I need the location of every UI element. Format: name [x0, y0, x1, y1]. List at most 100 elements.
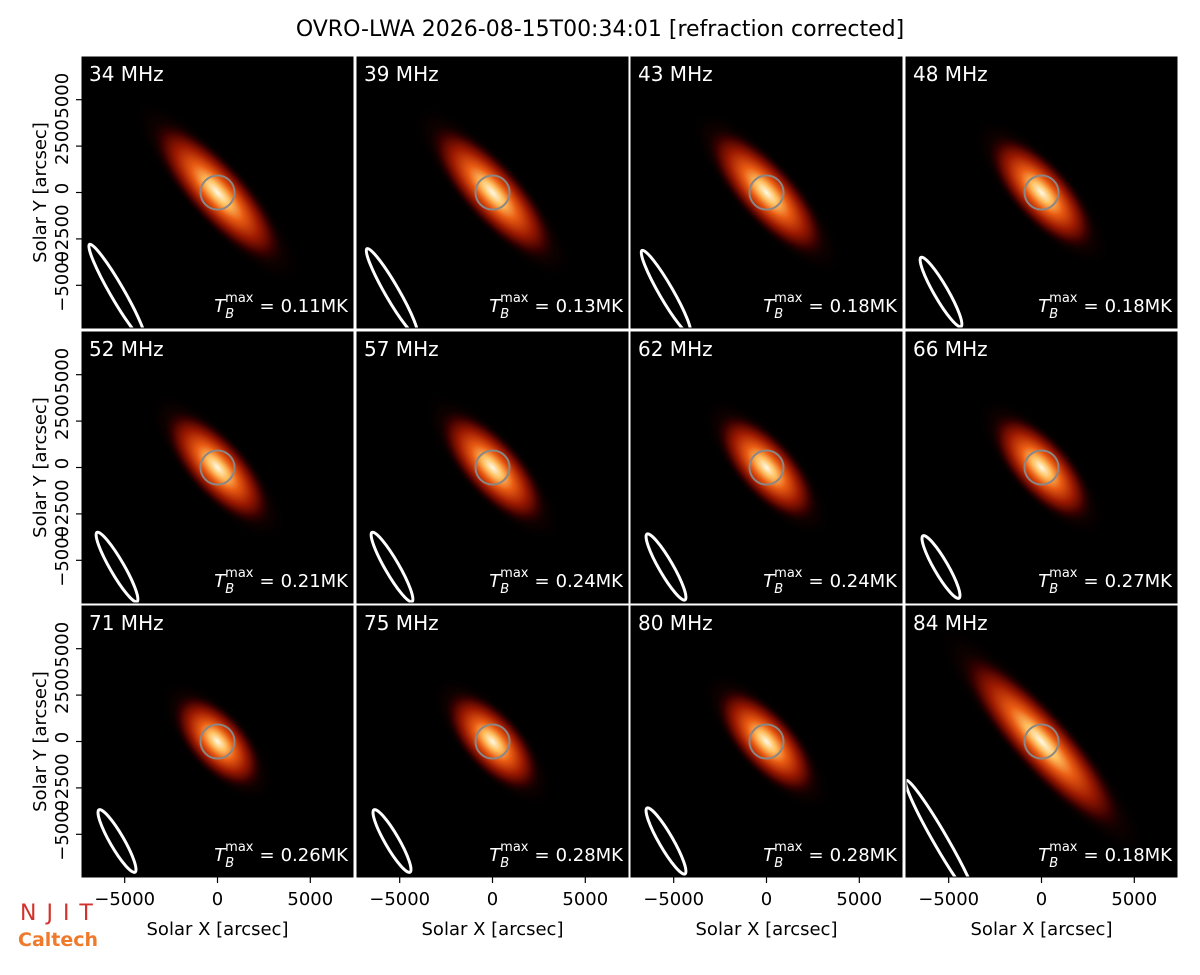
tmax-label: TBmax = 0.21MK — [214, 566, 349, 597]
tb-sup: max — [774, 566, 803, 581]
tb-sub: B — [500, 307, 509, 322]
tmax-label: TBmax = 0.28MK — [763, 840, 898, 871]
y-tick-label: 0 — [52, 458, 73, 469]
tb-sup: max — [500, 291, 529, 306]
panel-frame — [356, 331, 629, 604]
y-tick-label: −5000 — [52, 251, 73, 312]
y-tick-label: −2500 — [52, 479, 73, 540]
frequency-label: 39 MHz — [364, 62, 439, 86]
tb-sub: B — [500, 856, 509, 871]
tmax-value: 0.18MK — [830, 296, 899, 317]
tb-sup: max — [1049, 840, 1078, 855]
tmax-value: 0.24MK — [830, 571, 899, 592]
x-axis-label: Solar X [arcsec] — [147, 919, 289, 940]
beam — [644, 532, 688, 602]
tb-eq: = — [1083, 845, 1098, 866]
frequency-label: 48 MHz — [913, 62, 988, 86]
tb-symbol: T — [763, 296, 776, 317]
tb-eq: = — [1083, 296, 1098, 317]
emission — [428, 122, 557, 263]
y-axis-label: Solar Y [arcsec] — [30, 397, 51, 538]
tb-symbol: T — [214, 571, 227, 592]
tb-sub: B — [225, 307, 234, 322]
tmax-label: TBmax = 0.18MK — [763, 291, 898, 322]
tb-eq: = — [259, 845, 274, 866]
tb-sup: max — [225, 291, 254, 306]
tb-eq: = — [808, 845, 823, 866]
emission — [150, 119, 285, 266]
tb-symbol: T — [763, 845, 776, 866]
x-tick-label: −5000 — [918, 889, 979, 910]
tmax-label: TBmax = 0.24MK — [763, 566, 898, 597]
solar-disk — [199, 723, 236, 760]
tb-symbol: T — [1038, 845, 1051, 866]
beam — [364, 247, 420, 328]
solar-disk — [1023, 723, 1060, 760]
tmax-value: 0.26MK — [281, 845, 350, 866]
beam — [639, 248, 693, 328]
caltech-logo: Caltech — [18, 929, 98, 951]
tmax-value: 0.13MK — [556, 296, 625, 317]
tb-sup: max — [225, 840, 254, 855]
tb-sup: max — [774, 291, 803, 306]
solar-disk — [199, 449, 236, 486]
emission — [986, 133, 1097, 252]
y-tick-label: −5000 — [52, 800, 73, 861]
tmax-label: TBmax = 0.18MK — [1038, 291, 1173, 322]
y-axis-label: Solar Y [arcsec] — [30, 671, 51, 812]
solar-disk — [474, 174, 511, 211]
tmax-value: 0.11MK — [281, 296, 350, 317]
x-tick-label: −5000 — [369, 889, 430, 910]
x-axis-label: Solar X [arcsec] — [696, 919, 838, 940]
tb-eq: = — [808, 571, 823, 592]
x-tick-label: −5000 — [643, 889, 704, 910]
y-tick-label: 5000 — [52, 348, 73, 394]
beam — [94, 530, 140, 603]
tmax-value: 0.18MK — [1105, 845, 1174, 866]
frequency-label: 84 MHz — [913, 611, 988, 635]
tb-sup: max — [1049, 291, 1078, 306]
tmax-label: TBmax = 0.28MK — [489, 840, 624, 871]
tmax-value: 0.27MK — [1105, 571, 1174, 592]
tb-eq: = — [808, 296, 823, 317]
y-tick-label: 5000 — [52, 622, 73, 668]
tb-eq: = — [259, 296, 274, 317]
tb-symbol: T — [489, 296, 502, 317]
frequency-label: 43 MHz — [638, 62, 713, 86]
solar-disk — [199, 174, 236, 211]
y-tick-label: 5000 — [52, 73, 73, 119]
beam — [920, 534, 962, 600]
x-tick-label: 5000 — [287, 889, 333, 910]
tmax-value: 0.21MK — [281, 571, 350, 592]
solar-disk — [748, 449, 785, 486]
x-tick-label: 5000 — [1111, 889, 1157, 910]
tb-eq: = — [1083, 571, 1098, 592]
panel — [82, 57, 353, 328]
beam — [369, 530, 415, 603]
tb-eq: = — [259, 571, 274, 592]
figure-title: OVRO-LWA 2026-08-15T00:34:01 [refraction… — [296, 17, 904, 42]
tb-symbol: T — [214, 845, 227, 866]
tmax-label: TBmax = 0.27MK — [1038, 566, 1173, 597]
tb-sup: max — [774, 840, 803, 855]
beam — [906, 778, 979, 877]
solar-disk — [748, 723, 785, 760]
y-tick-label: −2500 — [52, 204, 73, 265]
x-tick-label: 5000 — [836, 889, 882, 910]
panel-frame — [356, 56, 629, 329]
x-tick-label: 5000 — [562, 889, 608, 910]
tb-symbol: T — [214, 296, 227, 317]
tmax-value: 0.24MK — [556, 571, 625, 592]
tmax-value: 0.18MK — [1105, 296, 1174, 317]
x-tick-label: 0 — [212, 889, 223, 910]
panel — [357, 57, 628, 328]
y-tick-label: 0 — [52, 732, 73, 743]
tb-sub: B — [774, 582, 783, 597]
emission — [443, 689, 542, 794]
tb-sup: max — [1049, 566, 1078, 581]
x-tick-label: 0 — [1036, 889, 1047, 910]
panel-frame — [905, 331, 1178, 604]
tb-sub: B — [500, 582, 509, 597]
emission — [714, 411, 819, 524]
tb-sub: B — [1049, 582, 1058, 597]
